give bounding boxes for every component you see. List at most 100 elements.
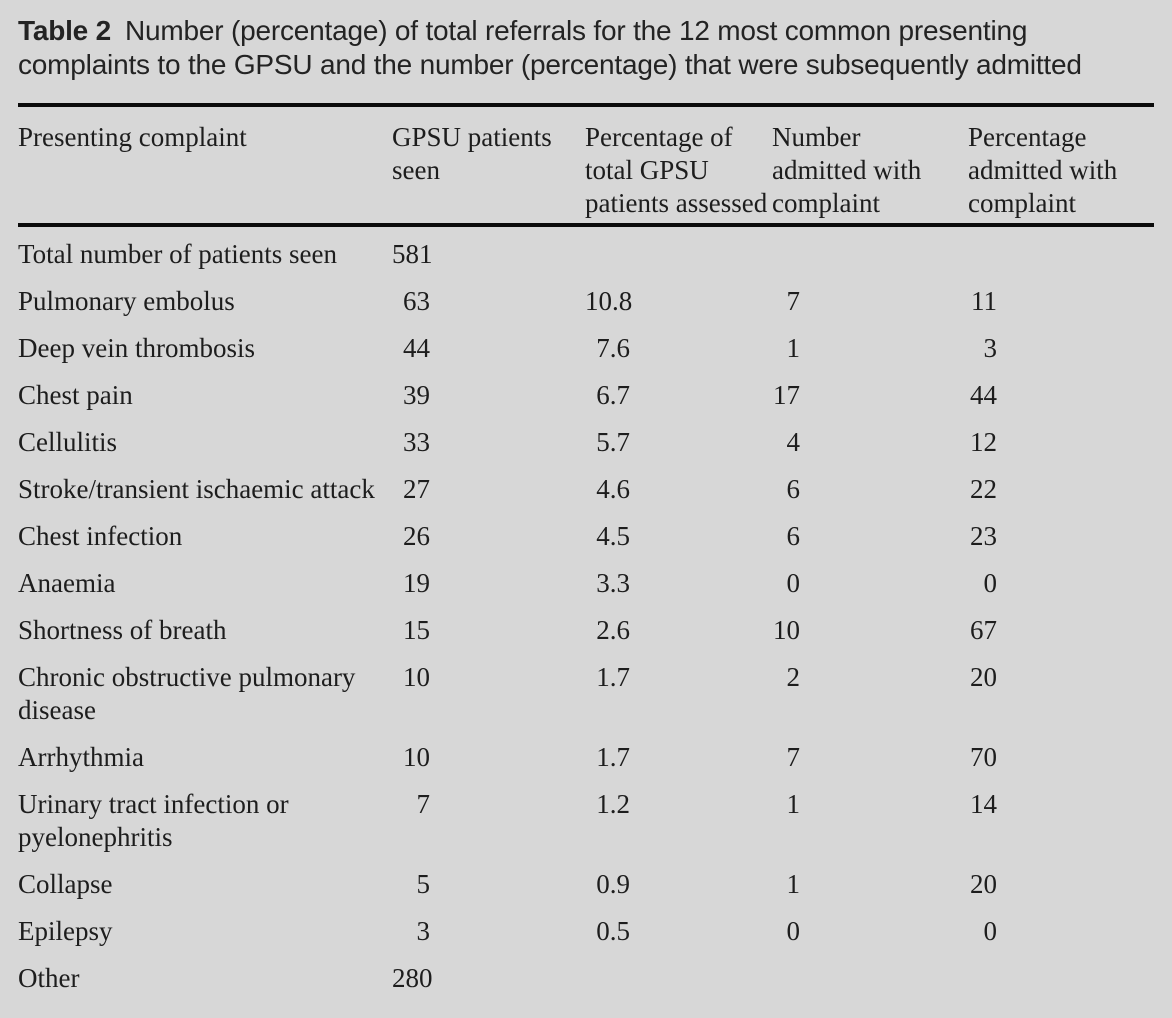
table-body: Total number of patients seen 581 Pulmon… [18, 225, 1154, 1002]
cell-patients-seen: 5 [416, 869, 431, 899]
cell-patients-seen: 15 [403, 615, 430, 645]
cell-percentage-admitted: 3 [983, 333, 998, 363]
cell-patients-seen: 33 [403, 427, 430, 457]
cell-percentage-assessed: 2.6 [596, 615, 630, 645]
cell-presenting-complaint: Deep vein thrombosis [18, 333, 255, 363]
cell-percentage-admitted: 22 [970, 474, 997, 504]
cell-percentage-admitted: 44 [970, 380, 997, 410]
cell-presenting-complaint: Epilepsy [18, 916, 113, 946]
cell-patients-seen: 7 [416, 789, 431, 819]
cell-presenting-complaint: Stroke/transient ischaemic attack [18, 474, 375, 504]
col-header-presenting-complaint: Presenting complaint [18, 105, 392, 227]
table-row: Arrhythmia 10 1.7 7 70 [18, 734, 1154, 781]
cell-number-admitted [772, 225, 968, 278]
table-row: Pulmonary embolus 63 10.8 7 11 [18, 278, 1154, 325]
table-row: Urinary tract infection or pyelonephriti… [18, 781, 1154, 861]
cell-percentage-admitted: 11 [971, 286, 997, 316]
cell-number-admitted: 6 [786, 521, 801, 551]
cell-percentage-admitted: 23 [970, 521, 997, 551]
cell-percentage-assessed [585, 225, 772, 278]
cell-percentage-assessed: 10.8 [585, 286, 633, 316]
cell-presenting-complaint: Chronic obstructive pulmonary disease [18, 662, 356, 725]
cell-presenting-complaint: Chest pain [18, 380, 133, 410]
cell-percentage-assessed: 0.5 [596, 916, 630, 946]
cell-percentage-assessed: 1.7 [596, 742, 630, 772]
cell-presenting-complaint: Total number of patients seen [18, 239, 338, 269]
col-header-percentage-admitted: Percentage admitted with complaint [968, 105, 1154, 227]
table-caption: Table 2 Number (percentage) of total refe… [18, 14, 1126, 82]
cell-number-admitted: 0 [786, 568, 801, 598]
cell-number-admitted: 17 [773, 380, 800, 410]
cell-patients-seen: 27 [403, 474, 430, 504]
cell-patients-seen: 280 [392, 963, 433, 993]
col-header-percentage-assessed: Percentage of total GPSU patients assess… [585, 105, 772, 227]
cell-patients-seen: 44 [403, 333, 430, 363]
cell-presenting-complaint: Pulmonary embolus [18, 286, 235, 316]
table-header-row: Presenting complaint GPSU patients seen … [18, 105, 1154, 227]
cell-patients-seen: 10 [403, 742, 430, 772]
cell-number-admitted: 1 [786, 789, 801, 819]
cell-percentage-admitted: 12 [970, 427, 997, 457]
table-row: Chronic obstructive pulmonary disease 10… [18, 654, 1154, 734]
cell-number-admitted: 7 [786, 286, 801, 316]
cell-percentage-assessed: 6.7 [596, 380, 630, 410]
cell-presenting-complaint: Cellulitis [18, 427, 118, 457]
cell-percentage-assessed: 7.6 [596, 333, 630, 363]
cell-presenting-complaint: Other [18, 963, 80, 993]
cell-presenting-complaint: Arrhythmia [18, 742, 144, 772]
cell-number-admitted: 7 [786, 742, 801, 772]
cell-percentage-admitted: 0 [983, 568, 998, 598]
cell-percentage-admitted: 20 [970, 662, 997, 692]
table-caption-number: Table 2 [18, 15, 112, 46]
cell-percentage-assessed: 1.2 [596, 789, 630, 819]
cell-percentage-assessed [585, 955, 772, 1002]
cell-presenting-complaint: Anaemia [18, 568, 116, 598]
cell-percentage-admitted: 67 [970, 615, 997, 645]
cell-percentage-assessed: 5.7 [596, 427, 630, 457]
cell-percentage-assessed: 0.9 [596, 869, 630, 899]
cell-number-admitted [772, 955, 968, 1002]
cell-patients-seen: 10 [403, 662, 430, 692]
cell-percentage-admitted: 0 [983, 916, 998, 946]
table-row: Stroke/transient ischaemic attack 27 4.6… [18, 466, 1154, 513]
table-row: Chest pain 39 6.7 17 44 [18, 372, 1154, 419]
cell-number-admitted: 6 [786, 474, 801, 504]
table-row: Collapse 5 0.9 1 20 [18, 861, 1154, 908]
cell-percentage-admitted: 20 [970, 869, 997, 899]
col-header-number-admitted: Number admitted with complaint [772, 105, 968, 227]
table-header: Presenting complaint GPSU patients seen … [18, 105, 1154, 227]
cell-patients-seen: 19 [403, 568, 430, 598]
col-header-gpsu-patients-seen: GPSU patients seen [392, 105, 585, 227]
cell-percentage-admitted: 70 [970, 742, 997, 772]
cell-percentage-admitted [968, 955, 1154, 1002]
table-row: Epilepsy 3 0.5 0 0 [18, 908, 1154, 955]
cell-percentage-assessed: 3.3 [596, 568, 630, 598]
cell-patients-seen: 63 [403, 286, 430, 316]
table-caption-text: Number (percentage) of total referrals f… [18, 15, 1082, 80]
cell-number-admitted: 10 [773, 615, 800, 645]
cell-number-admitted: 1 [786, 869, 801, 899]
cell-patients-seen: 39 [403, 380, 430, 410]
referrals-table: Presenting complaint GPSU patients seen … [18, 103, 1154, 1002]
cell-percentage-assessed: 4.6 [596, 474, 630, 504]
cell-presenting-complaint: Collapse [18, 869, 113, 899]
cell-percentage-assessed: 1.7 [596, 662, 630, 692]
cell-patients-seen: 3 [416, 916, 431, 946]
table-row: Shortness of breath 15 2.6 10 67 [18, 607, 1154, 654]
cell-patients-seen: 26 [403, 521, 430, 551]
cell-presenting-complaint: Chest infection [18, 521, 183, 551]
table-row: Deep vein thrombosis 44 7.6 1 3 [18, 325, 1154, 372]
table-row: Other 280 [18, 955, 1154, 1002]
cell-presenting-complaint: Shortness of breath [18, 615, 227, 645]
cell-number-admitted: 4 [786, 427, 801, 457]
table-row: Cellulitis 33 5.7 4 12 [18, 419, 1154, 466]
cell-percentage-assessed: 4.5 [596, 521, 630, 551]
cell-percentage-admitted [968, 225, 1154, 278]
cell-number-admitted: 1 [786, 333, 801, 363]
cell-percentage-admitted: 14 [970, 789, 997, 819]
cell-number-admitted: 2 [786, 662, 801, 692]
table-row: Chest infection 26 4.5 6 23 [18, 513, 1154, 560]
table-row: Total number of patients seen 581 [18, 225, 1154, 278]
table-row: Anaemia 19 3.3 0 0 [18, 560, 1154, 607]
